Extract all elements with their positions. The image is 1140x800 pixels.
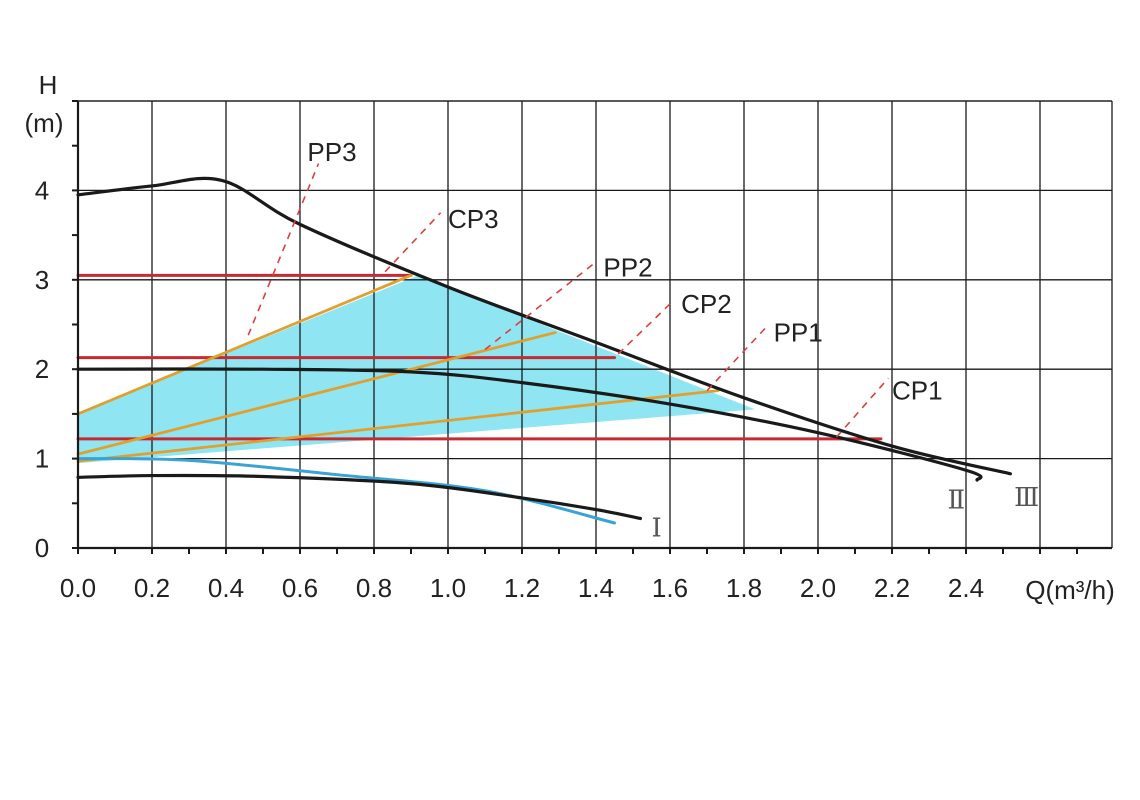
x-axis-title: Q(m³/h) [1025,575,1115,605]
axis-layer [72,100,1112,554]
x-tick-label: 1.2 [504,573,540,603]
leader-layer [247,163,889,438]
x-tick-label: 2.0 [800,573,836,603]
leader-line-pp1 [706,326,767,392]
leader-line-pp3 [247,163,320,336]
series-pp-pp2 [76,331,557,456]
series-pp-pp3 [76,273,413,416]
series-blue-0 [76,457,616,525]
x-tick-label: 2.2 [874,573,910,603]
x-tick-label: 1.6 [652,573,688,603]
y-tick-label: 1 [35,444,49,474]
leader-line-cp2 [617,299,675,355]
x-tick-label: 1.4 [578,573,614,603]
series-speed-ⅰ [76,473,642,521]
curve-label-pp2: PP2 [603,252,652,282]
y-tick-label: 0 [35,533,49,563]
series-speed-ⅱ [76,367,983,482]
x-tick-label: 0.8 [356,573,392,603]
y-tick-label: 2 [35,354,49,384]
y-tick-label: 3 [35,265,49,295]
series-layer [76,176,1012,525]
grid-layer [77,100,1113,549]
leader-line-cp1 [835,377,889,438]
label-layer: 0.0 0.2 0.4 0.6 0.8 1.0 1.2 1.4 1.6 1.8 2.0 2.2 2.4 0… [35,137,1039,603]
series-pp-pp1 [76,389,720,463]
x-tick-label: 0.6 [282,573,318,603]
x-tick-label: 1.0 [430,573,466,603]
leader-line-cp3 [384,212,442,273]
x-tick-label: 0.2 [134,573,170,603]
x-tick-label: 2.4 [948,573,984,603]
curve-label-cp2: CP2 [681,289,732,319]
speed-label: Ⅱ [948,486,966,515]
x-tick-label: 0.0 [60,573,96,603]
speed-label: Ⅰ [652,513,662,542]
series-speed-ⅲ [76,176,1012,476]
y-tick-label: 4 [35,175,49,205]
curve-label-cp3: CP3 [448,204,499,234]
leader-line-pp2 [484,261,597,351]
x-tick-label: 1.8 [726,573,762,603]
curve-label-pp3: PP3 [307,137,356,167]
y-axis-title: H [39,70,58,100]
y-axis-unit: (m) [25,108,64,138]
x-tick-label: 0.4 [208,573,244,603]
speed-label: Ⅲ [1014,483,1039,512]
curve-label-cp1: CP1 [892,376,943,406]
curve-label-pp1: PP1 [774,318,823,348]
